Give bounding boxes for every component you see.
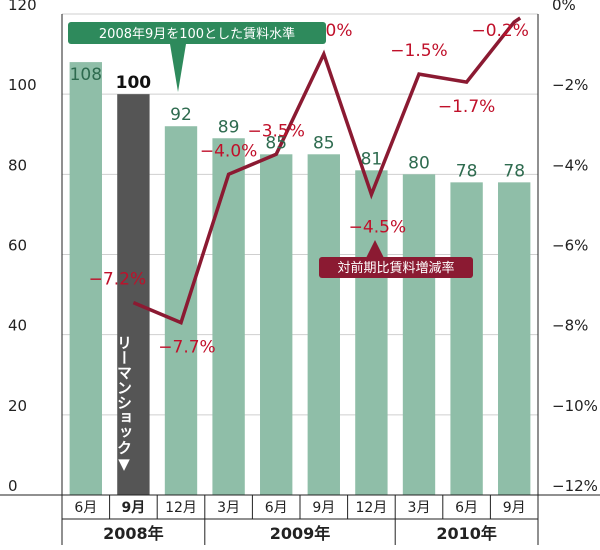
legend-line-text: 対前期比賃料増減率 xyxy=(337,260,454,276)
category-label: 6月 xyxy=(265,500,288,516)
legend-bar-box xyxy=(68,22,326,44)
left-tick-label: 60 xyxy=(8,237,27,255)
rate-value-label: −3.5% xyxy=(247,121,304,141)
rate-line xyxy=(132,16,522,325)
bar-value-label: 89 xyxy=(218,117,240,137)
legend-line-series: 対前期比賃料増減率 xyxy=(319,240,473,278)
bar-value-label: 92 xyxy=(170,105,192,125)
bar-value-label: 85 xyxy=(313,133,335,153)
bar-value-label: 81 xyxy=(361,149,383,169)
bar-value-label: 100 xyxy=(116,73,152,93)
rate-value-label: −7.7% xyxy=(158,338,215,358)
year-label: 2008年 xyxy=(103,524,164,543)
right-tick-label: −4% xyxy=(552,156,588,174)
label-layer: 108 100 92 89 85 85 81 80 78 78 −7.2% −7.7% −4.0%−3.… xyxy=(70,21,529,358)
category-label: 12月 xyxy=(355,500,387,516)
bar xyxy=(164,126,198,495)
year-label: 2009年 xyxy=(270,524,331,543)
category-label: 9月 xyxy=(503,500,526,516)
legend-bar-series: 2008年9月を100とした賃料水準 xyxy=(68,22,326,92)
bar-value-label: 85 xyxy=(265,133,287,153)
category-label: 6月 xyxy=(455,500,478,516)
right-tick-label: −10% xyxy=(552,397,598,415)
bar-value-label: 108 xyxy=(70,65,102,85)
rate-value-label: −0.2% xyxy=(471,21,528,41)
legend-bar-text: 2008年9月を100とした賃料水準 xyxy=(99,26,295,42)
category-label: 12月 xyxy=(165,500,197,516)
rate-value-label: −4.0% xyxy=(200,141,257,161)
line-layer xyxy=(132,16,522,325)
left-tick-label: 120 xyxy=(8,0,37,14)
legend-line-pointer xyxy=(366,240,384,258)
legend-line-box xyxy=(319,257,473,278)
right-tick-label: −8% xyxy=(552,317,588,335)
right-tick-label: 0% xyxy=(552,0,576,14)
category-label: 9月 xyxy=(312,500,335,516)
bar xyxy=(117,94,150,496)
bar xyxy=(450,182,483,495)
bar-value-label: 78 xyxy=(503,161,525,181)
category-label: 3月 xyxy=(217,500,240,516)
rate-value-label: −7.2% xyxy=(89,270,146,290)
left-tick-label: 100 xyxy=(8,76,37,94)
legend-bar-pointer xyxy=(170,44,186,92)
bar-layer xyxy=(69,62,531,496)
bar xyxy=(307,154,340,495)
left-tick-label: 20 xyxy=(8,397,27,415)
bar-value-label: 78 xyxy=(456,161,478,181)
category-label: 3月 xyxy=(408,500,431,516)
bar xyxy=(212,138,245,495)
bar xyxy=(498,182,531,495)
bar xyxy=(69,62,102,495)
right-tick-label: −6% xyxy=(552,237,588,255)
bar-value-label: 80 xyxy=(408,153,430,173)
bar xyxy=(355,170,388,495)
rate-value-label: −1.7% xyxy=(438,97,495,117)
left-tick-label: 40 xyxy=(8,317,27,335)
right-tick-label: −12% xyxy=(552,477,598,495)
lehman-annotation: リーマンショック▼ xyxy=(115,335,133,473)
rate-value-label: −4.5% xyxy=(349,217,406,237)
category-label: 9月 xyxy=(122,500,146,516)
left-tick-label: 0 xyxy=(8,477,18,495)
bar xyxy=(402,174,436,496)
right-tick-label: −2% xyxy=(552,76,588,94)
left-tick-label: 80 xyxy=(8,156,27,174)
bar xyxy=(260,154,293,495)
year-label: 2010年 xyxy=(436,524,497,543)
category-label: 6月 xyxy=(74,500,97,516)
rate-value-label: −1.5% xyxy=(390,41,447,61)
